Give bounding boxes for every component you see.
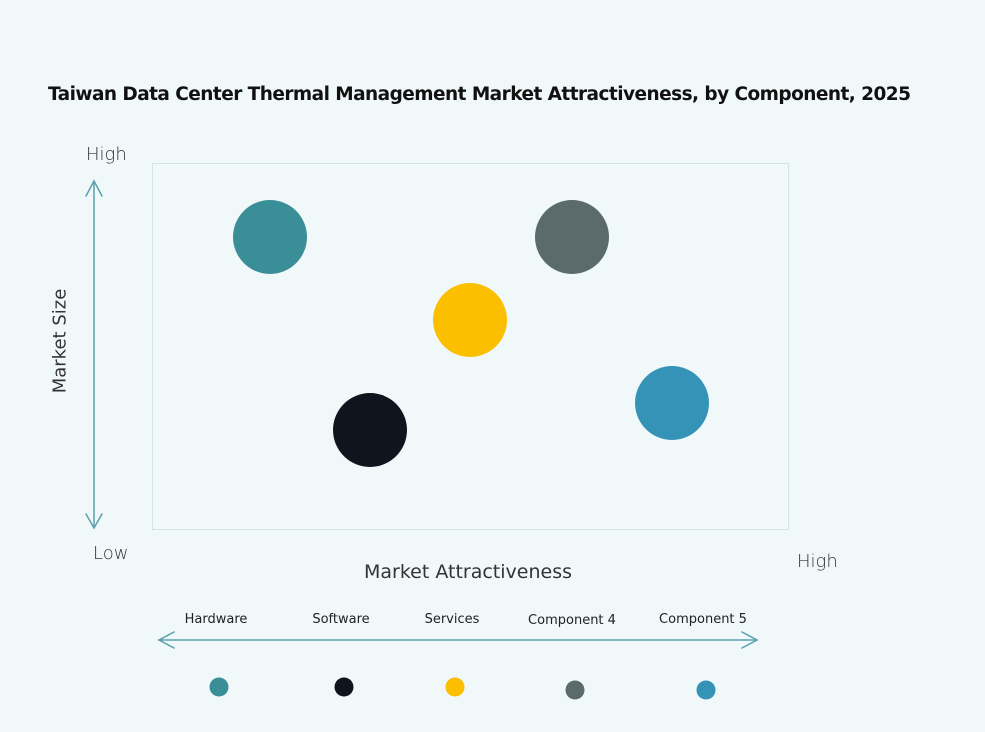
legend-arrow-right-icon <box>741 631 759 649</box>
legend-dot-icon <box>565 680 585 700</box>
legend-dot-icon <box>445 677 465 697</box>
bubble-services <box>433 283 507 357</box>
y-axis-low-label: Low <box>93 543 129 564</box>
legend-label: Component 4 <box>528 613 616 628</box>
chart-title: Taiwan Data Center Thermal Management Ma… <box>48 84 911 105</box>
legend-dot-icon <box>334 677 354 697</box>
y-axis-high-label: High <box>86 144 127 165</box>
bubble-software <box>333 393 407 467</box>
y-axis-arrow-up-icon <box>85 179 103 197</box>
legend-arrow-left-icon <box>157 631 175 649</box>
legend-label: Component 5 <box>659 612 747 627</box>
bubble-component-5 <box>635 366 709 440</box>
legend-label: Software <box>312 612 370 627</box>
bubble-component-4 <box>535 200 609 274</box>
legend-label: Services <box>424 612 480 627</box>
x-axis-high-label: High <box>797 551 838 572</box>
bubble-hardware <box>233 200 307 274</box>
plot-area <box>152 163 789 530</box>
x-axis-title: Market Attractiveness <box>363 561 573 583</box>
legend-label: Hardware <box>184 612 248 627</box>
y-axis-arrow-down-icon <box>85 513 103 530</box>
legend-dot-icon <box>209 677 229 697</box>
legend-dot-icon <box>696 680 716 700</box>
